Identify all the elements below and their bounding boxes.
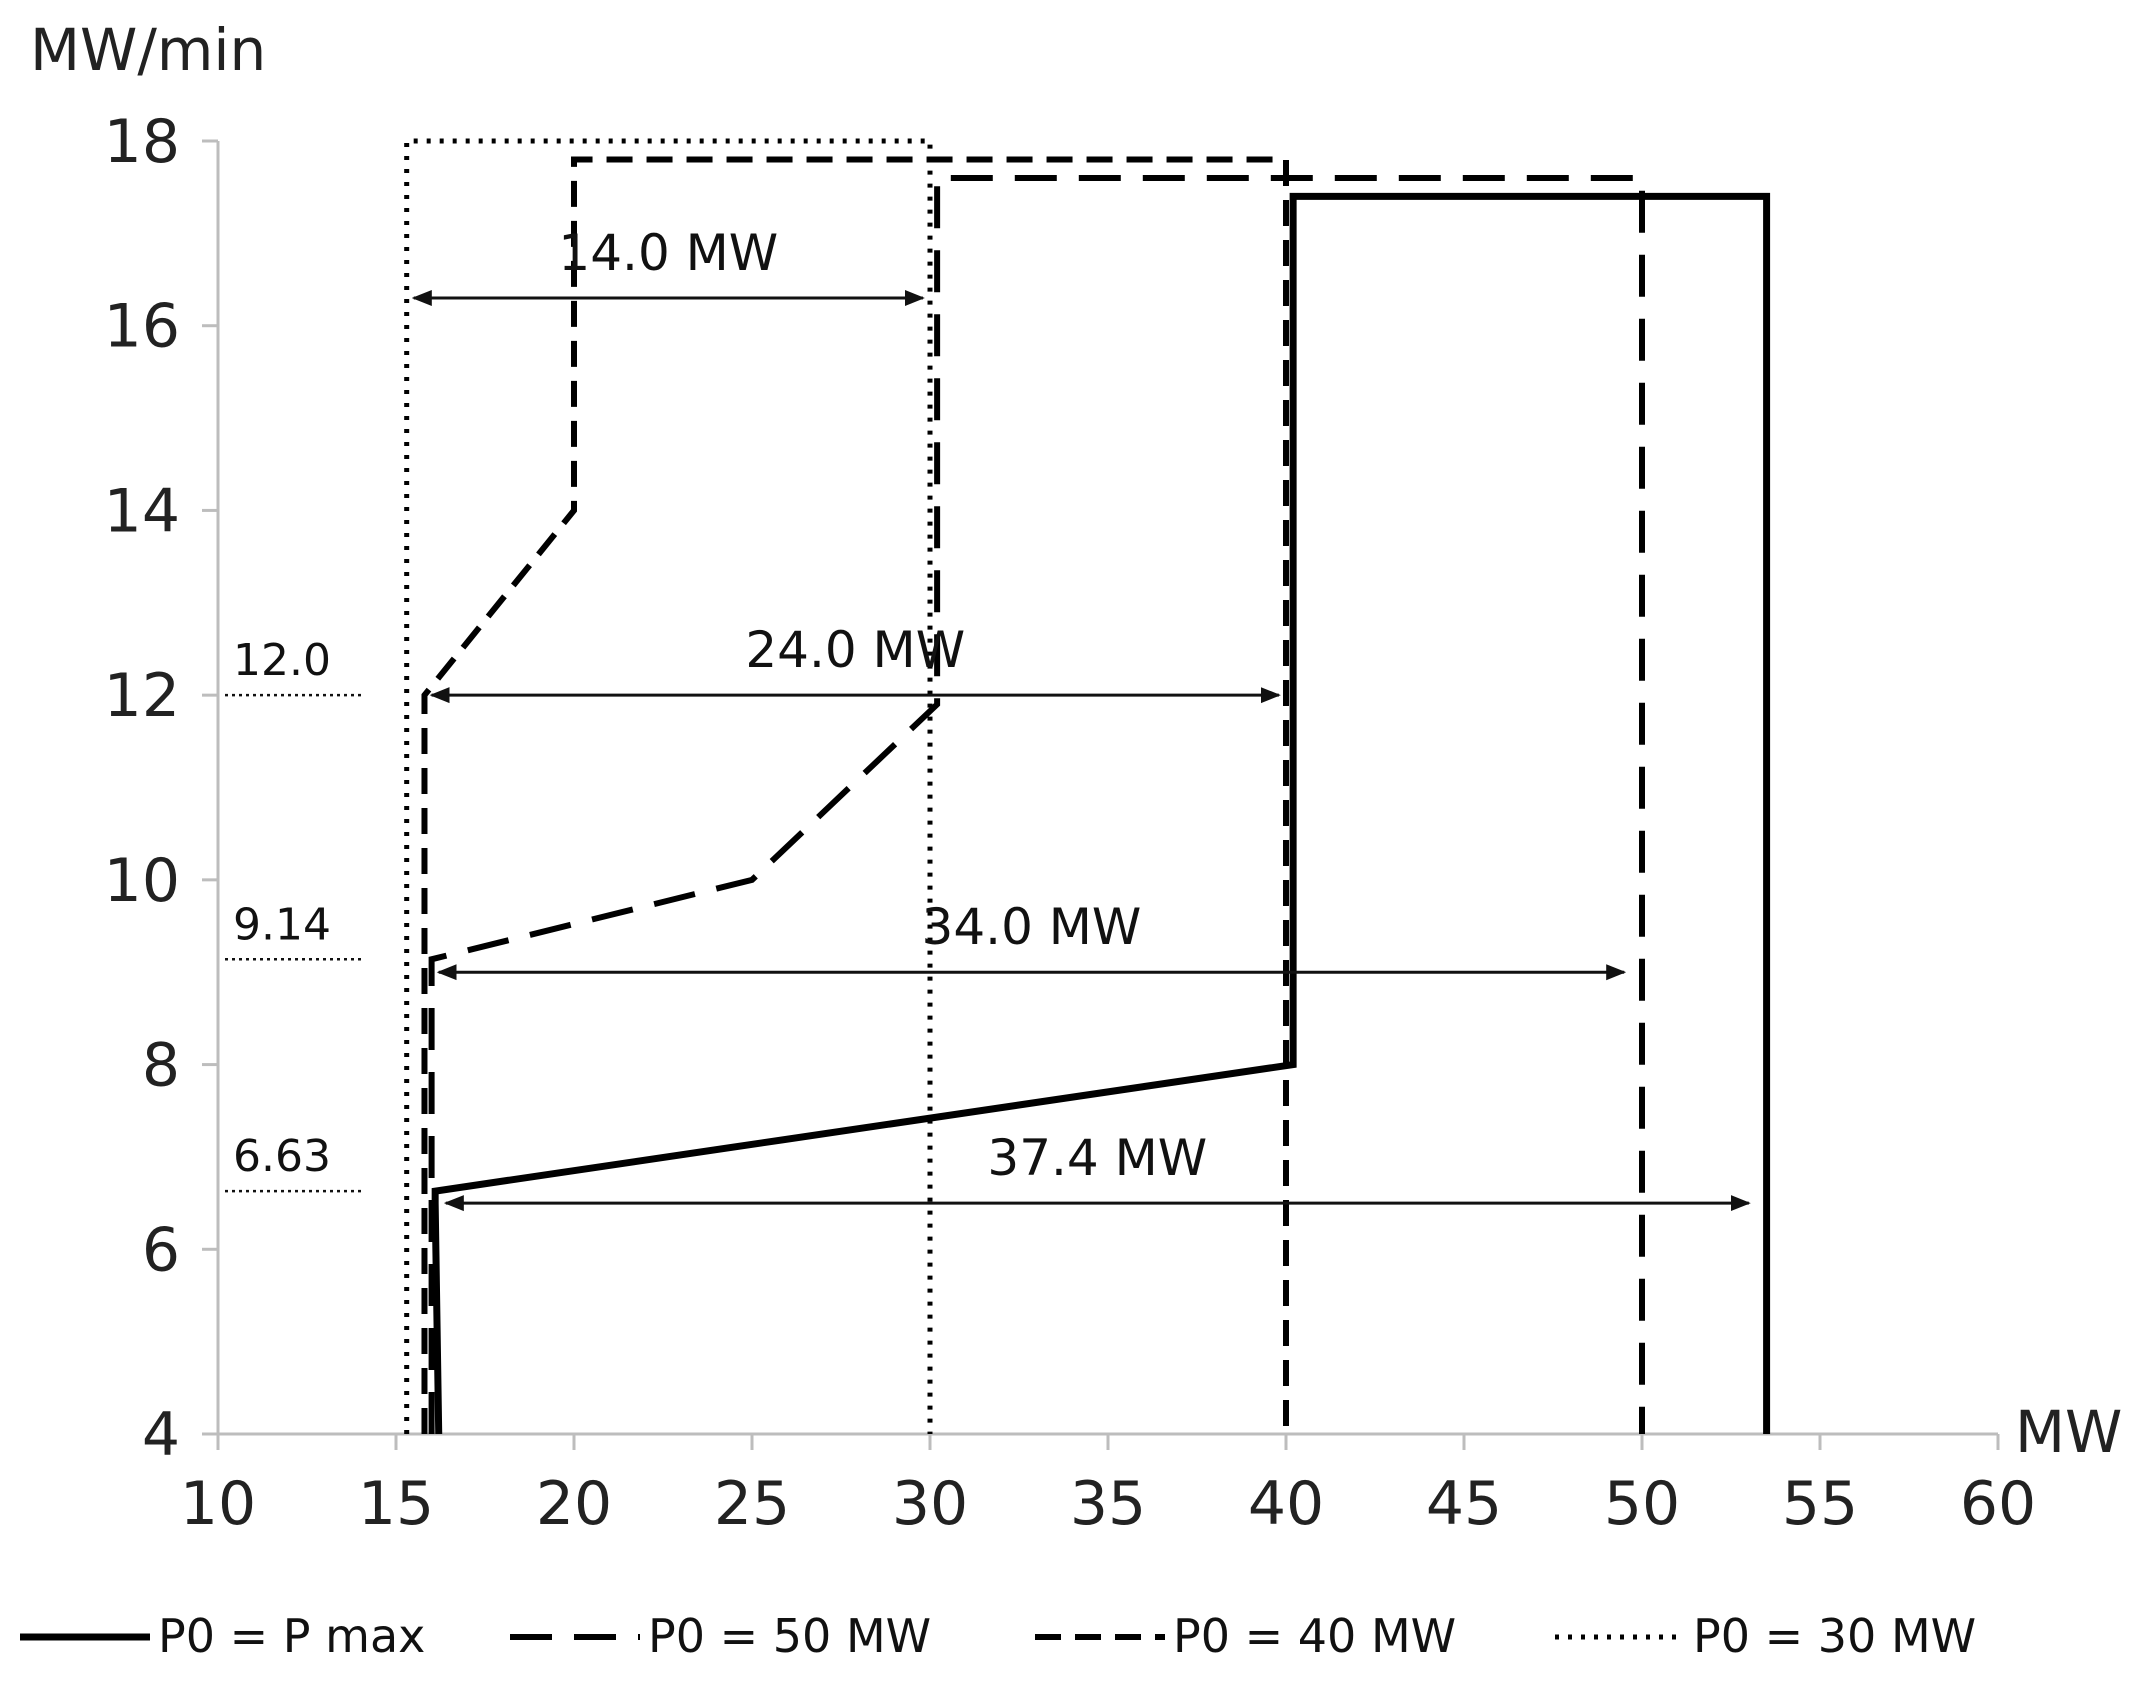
reference-line-label: 12.0 xyxy=(233,635,331,686)
reference-line-label: 9.14 xyxy=(233,899,331,950)
y-tick-label: 4 xyxy=(142,1400,180,1470)
y-tick-label: 18 xyxy=(104,107,180,177)
legend-label-2: P0 = 50 MW xyxy=(648,1609,931,1663)
dimension-label: 14.0 MW xyxy=(558,224,778,282)
y-tick-label: 12 xyxy=(104,661,180,731)
series-line-4 xyxy=(404,138,933,1434)
x-tick-label: 35 xyxy=(1070,1469,1146,1539)
y-tick-label: 8 xyxy=(142,1031,180,1101)
reference-line-label: 6.63 xyxy=(233,1131,331,1182)
y-tick-label: 6 xyxy=(142,1215,180,1285)
x-tick-group: 10 15 20 25 30 35 40 45 50 55 60 xyxy=(180,1434,2036,1539)
axes xyxy=(216,141,1998,1436)
series-line-2 xyxy=(428,174,1645,1434)
annotation-group: 14.0 MW 24.0 MW 34.0 MW 37.4 MW xyxy=(411,224,1751,1212)
dimension-label: 24.0 MW xyxy=(745,621,965,679)
x-tick-label: 10 xyxy=(180,1469,256,1539)
x-axis-label: MW xyxy=(2015,1398,2122,1466)
y-tick-label: 10 xyxy=(104,846,180,916)
series-group xyxy=(404,138,1771,1435)
y-axis-label: MW/min xyxy=(30,16,266,84)
x-tick-label: 55 xyxy=(1782,1469,1858,1539)
series-line-1 xyxy=(431,192,1771,1435)
legend-label-1: P0 = P max xyxy=(158,1609,425,1663)
x-tick-label: 15 xyxy=(358,1469,434,1539)
x-tick-label: 30 xyxy=(892,1469,968,1539)
x-tick-label: 25 xyxy=(714,1469,790,1539)
x-tick-label: 50 xyxy=(1604,1469,1680,1539)
x-tick-label: 45 xyxy=(1426,1469,1502,1539)
y-tick-label: 16 xyxy=(104,292,180,362)
legend-label-4: P0 = 30 MW xyxy=(1693,1609,1976,1663)
legend: P0 = P max P0 = 50 MW P0 = 40 MW P0 = 30 MW xyxy=(20,1609,1976,1663)
dimension-label: 37.4 MW xyxy=(987,1129,1207,1187)
x-tick-label: 40 xyxy=(1248,1469,1324,1539)
x-tick-label: 60 xyxy=(1960,1469,2036,1539)
dimension-label: 34.0 MW xyxy=(922,898,1142,956)
y-tick-group: 4 6 8 10 12 14 16 18 xyxy=(104,107,218,1470)
y-tick-label: 14 xyxy=(104,476,180,546)
series-line-3 xyxy=(421,156,1289,1434)
reference-line-group: 12.0 9.14 6.63 xyxy=(225,635,362,1193)
legend-label-3: P0 = 40 MW xyxy=(1173,1609,1456,1663)
x-tick-label: 20 xyxy=(536,1469,612,1539)
